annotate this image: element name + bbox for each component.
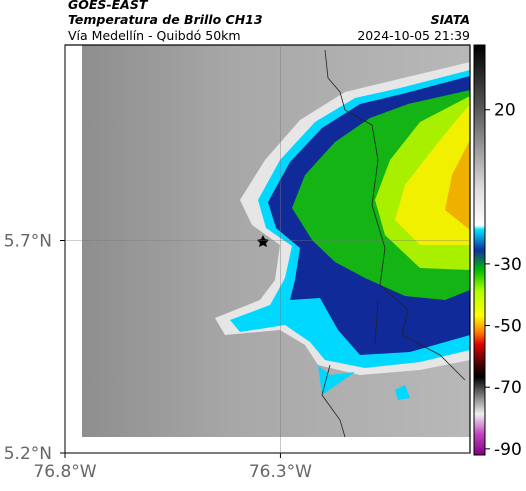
x-tick-label: 76.3°W	[249, 462, 312, 482]
colorbar-label: -50	[494, 317, 522, 337]
title: GOES-EAST	[68, 0, 149, 12]
subtitle: Temperatura de Brillo CH13	[68, 12, 263, 27]
colorbar-label: 20	[494, 101, 516, 121]
colorbar-label: -70	[494, 378, 522, 398]
colorbar-label: -90	[494, 440, 522, 460]
x-tick-label: 76.8°W	[33, 462, 96, 482]
colorbar-label: -30	[494, 255, 522, 275]
imagery	[82, 45, 470, 438]
route: Vía Medellín - Quibdó 50km	[68, 28, 241, 43]
source: SIATA	[431, 12, 470, 27]
y-tick-label: 5.7°N	[4, 232, 52, 252]
y-tick-label: 5.2°N	[4, 444, 52, 464]
datetime: 2024-10-05 21:39	[357, 28, 470, 43]
colorbar	[473, 44, 486, 456]
